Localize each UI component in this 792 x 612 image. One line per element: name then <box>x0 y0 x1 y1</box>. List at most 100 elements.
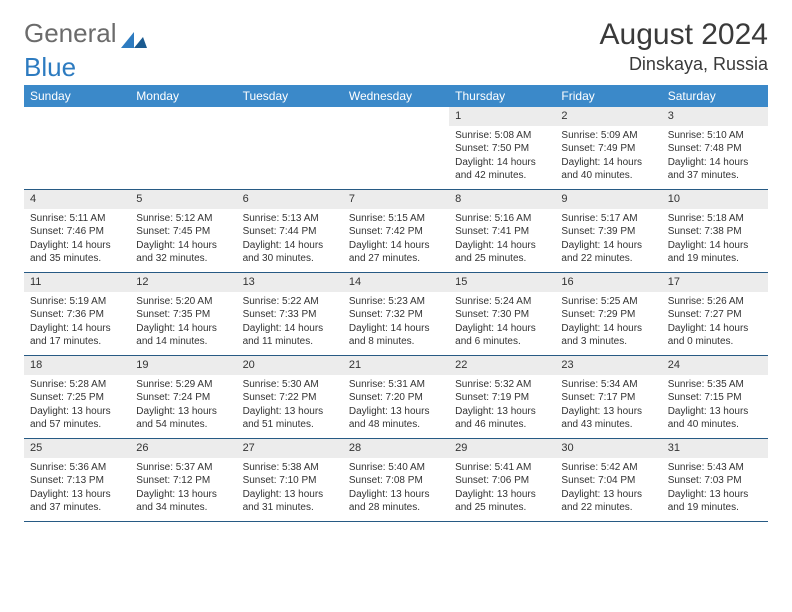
day-header-tuesday: Tuesday <box>237 85 343 107</box>
day-cell: 11Sunrise: 5:19 AMSunset: 7:36 PMDayligh… <box>24 273 130 355</box>
sunrise-text: Sunrise: 5:22 AM <box>243 295 337 309</box>
daylight-text: Daylight: 13 hours and 28 minutes. <box>349 488 443 515</box>
day-number: 4 <box>24 190 130 209</box>
sunrise-text: Sunrise: 5:13 AM <box>243 212 337 226</box>
sunrise-text: Sunrise: 5:28 AM <box>30 378 124 392</box>
sunrise-text: Sunrise: 5:40 AM <box>349 461 443 475</box>
sunset-text: Sunset: 7:41 PM <box>455 225 549 239</box>
sunset-text: Sunset: 7:29 PM <box>561 308 655 322</box>
day-cell: 28 Sunrise: 5:40 AMSunset: 7:08 PMDayligh… <box>343 439 449 521</box>
day-number: 29 <box>449 439 555 458</box>
day-number: 10 <box>662 190 768 209</box>
day-number: 12 <box>130 273 236 292</box>
day-cell: 7Sunrise: 5:15 AMSunset: 7:42 PMDaylight… <box>343 190 449 272</box>
daylight-text: Daylight: 14 hours and 35 minutes. <box>30 239 124 266</box>
sunrise-text: Sunrise: 5:11 AM <box>30 212 124 226</box>
sunset-text: Sunset: 7:25 PM <box>30 391 124 405</box>
day-cell: 2Sunrise: 5:09 AMSunset: 7:49 PMDaylight… <box>555 107 661 189</box>
sunrise-text: Sunrise: 5:16 AM <box>455 212 549 226</box>
day-header-saturday: Saturday <box>662 85 768 107</box>
day-number: 24 <box>662 356 768 375</box>
day-cell: 14Sunrise: 5:23 AMSunset: 7:32 PMDayligh… <box>343 273 449 355</box>
sunrise-text: Sunrise: 5:36 AM <box>30 461 124 475</box>
day-header-friday: Friday <box>555 85 661 107</box>
day-cell: 5Sunrise: 5:12 AMSunset: 7:45 PMDaylight… <box>130 190 236 272</box>
day-cell: 4 Sunrise: 5:11 AMSunset: 7:46 PMDaylight… <box>24 190 130 272</box>
day-cell: 30Sunrise: 5:42 AMSunset: 7:04 PMDayligh… <box>555 439 661 521</box>
sunrise-text: Sunrise: 5:09 AM <box>561 129 655 143</box>
day-cell: . <box>237 107 343 189</box>
sunset-text: Sunset: 7:06 PM <box>455 474 549 488</box>
sunset-text: Sunset: 7:36 PM <box>30 308 124 322</box>
day-number: 6 <box>237 190 343 209</box>
sunset-text: Sunset: 7:08 PM <box>349 474 443 488</box>
sunset-text: Sunset: 7:46 PM <box>30 225 124 239</box>
sunset-text: Sunset: 7:13 PM <box>30 474 124 488</box>
daylight-text: Daylight: 14 hours and 14 minutes. <box>136 322 230 349</box>
sunrise-text: Sunrise: 5:24 AM <box>455 295 549 309</box>
daylight-text: Daylight: 13 hours and 48 minutes. <box>349 405 443 432</box>
daylight-text: Daylight: 14 hours and 8 minutes. <box>349 322 443 349</box>
day-number: 8 <box>449 190 555 209</box>
day-header-wednesday: Wednesday <box>343 85 449 107</box>
day-cell: . <box>343 107 449 189</box>
daylight-text: Daylight: 14 hours and 22 minutes. <box>561 239 655 266</box>
sunset-text: Sunset: 7:48 PM <box>668 142 762 156</box>
day-cell: 13Sunrise: 5:22 AMSunset: 7:33 PMDayligh… <box>237 273 343 355</box>
sunrise-text: Sunrise: 5:41 AM <box>455 461 549 475</box>
daylight-text: Daylight: 13 hours and 34 minutes. <box>136 488 230 515</box>
day-number: 21 <box>343 356 449 375</box>
brand-name-a: General <box>24 18 117 49</box>
sunrise-text: Sunrise: 5:26 AM <box>668 295 762 309</box>
sunrise-text: Sunrise: 5:30 AM <box>243 378 337 392</box>
day-number: 26 <box>130 439 236 458</box>
day-cell: 21Sunrise: 5:31 AMSunset: 7:20 PMDayligh… <box>343 356 449 438</box>
day-number: 14 <box>343 273 449 292</box>
sunrise-text: Sunrise: 5:08 AM <box>455 129 549 143</box>
week-row: 4Sunrise: 5:11 AMSunset: 7:46 PMDaylight… <box>24 190 768 273</box>
day-cell: 10Sunrise: 5:18 AMSunset: 7:38 PMDayligh… <box>662 190 768 272</box>
sunset-text: Sunset: 7:03 PM <box>668 474 762 488</box>
daylight-text: Daylight: 13 hours and 22 minutes. <box>561 488 655 515</box>
day-cell: 24Sunrise: 5:35 AMSunset: 7:15 PMDayligh… <box>662 356 768 438</box>
daylight-text: Daylight: 14 hours and 32 minutes. <box>136 239 230 266</box>
sunrise-text: Sunrise: 5:17 AM <box>561 212 655 226</box>
brand-logo: General <box>24 18 147 49</box>
daylight-text: Daylight: 14 hours and 11 minutes. <box>243 322 337 349</box>
sunset-text: Sunset: 7:32 PM <box>349 308 443 322</box>
sunset-text: Sunset: 7:15 PM <box>668 391 762 405</box>
day-cell: 25Sunrise: 5:36 AMSunset: 7:13 PMDayligh… <box>24 439 130 521</box>
day-cell: 31Sunrise: 5:43 AMSunset: 7:03 PMDayligh… <box>662 439 768 521</box>
title-block: August 2024 Dinskaya, Russia <box>600 18 768 75</box>
brand-logo-icon <box>121 24 147 44</box>
sunrise-text: Sunrise: 5:15 AM <box>349 212 443 226</box>
daylight-text: Daylight: 14 hours and 25 minutes. <box>455 239 549 266</box>
month-title: August 2024 <box>600 18 768 52</box>
day-number: 5 <box>130 190 236 209</box>
daylight-text: Daylight: 14 hours and 19 minutes. <box>668 239 762 266</box>
daylight-text: Daylight: 13 hours and 25 minutes. <box>455 488 549 515</box>
sunset-text: Sunset: 7:39 PM <box>561 225 655 239</box>
day-header-row: Sunday Monday Tuesday Wednesday Thursday… <box>24 85 768 107</box>
sunrise-text: Sunrise: 5:32 AM <box>455 378 549 392</box>
day-number: 23 <box>555 356 661 375</box>
week-row: 11Sunrise: 5:19 AMSunset: 7:36 PMDayligh… <box>24 273 768 356</box>
sunset-text: Sunset: 7:22 PM <box>243 391 337 405</box>
day-number: 28 <box>343 439 449 458</box>
daylight-text: Daylight: 13 hours and 57 minutes. <box>30 405 124 432</box>
sunset-text: Sunset: 7:19 PM <box>455 391 549 405</box>
daylight-text: Daylight: 14 hours and 42 minutes. <box>455 156 549 183</box>
sunset-text: Sunset: 7:50 PM <box>455 142 549 156</box>
week-row: 25Sunrise: 5:36 AMSunset: 7:13 PMDayligh… <box>24 439 768 522</box>
sunset-text: Sunset: 7:42 PM <box>349 225 443 239</box>
sunrise-text: Sunrise: 5:34 AM <box>561 378 655 392</box>
sunset-text: Sunset: 7:20 PM <box>349 391 443 405</box>
day-number: 16 <box>555 273 661 292</box>
sunrise-text: Sunrise: 5:19 AM <box>30 295 124 309</box>
sunrise-text: Sunrise: 5:12 AM <box>136 212 230 226</box>
sunrise-text: Sunrise: 5:18 AM <box>668 212 762 226</box>
daylight-text: Daylight: 13 hours and 43 minutes. <box>561 405 655 432</box>
day-number: 7 <box>343 190 449 209</box>
day-cell: 12Sunrise: 5:20 AMSunset: 7:35 PMDayligh… <box>130 273 236 355</box>
sunset-text: Sunset: 7:17 PM <box>561 391 655 405</box>
